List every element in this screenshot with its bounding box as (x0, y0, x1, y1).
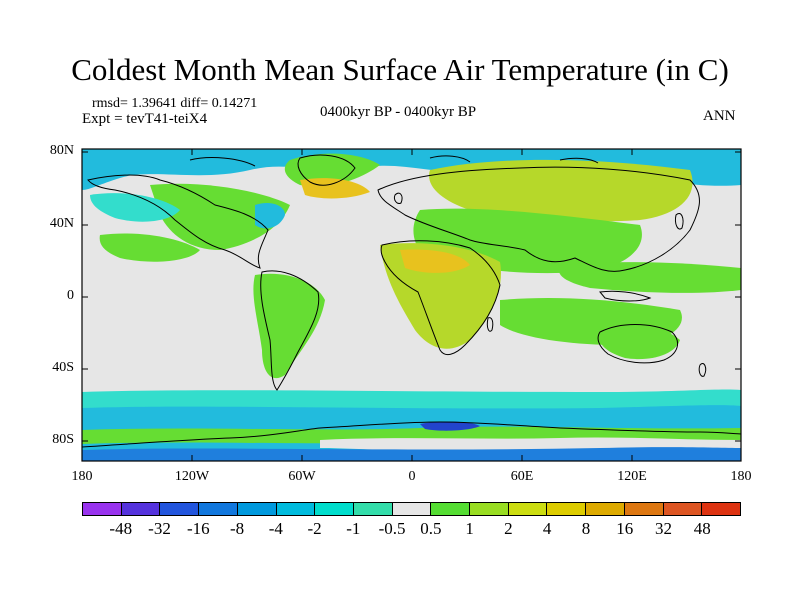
colorbar-swatch (431, 503, 471, 515)
coast-indonesia (599, 290, 652, 302)
season-label: ANN (703, 108, 736, 124)
field-arctic-green (284, 153, 380, 187)
lon-label-180w: 180 (71, 469, 93, 484)
colorbar-swatch (160, 503, 200, 515)
chart-title: Coldest Month Mean Surface Air Temperatu… (71, 52, 729, 87)
lon-label-60e: 60E (510, 469, 534, 484)
colorbar-swatch (199, 503, 238, 515)
colorbar-label: -8 (229, 519, 245, 538)
colorbar (82, 502, 741, 516)
lon-label-0: 0 (408, 469, 416, 484)
colorbar-swatch (276, 503, 316, 515)
coast-antarctica (82, 421, 741, 448)
colorbar-swatch (624, 503, 664, 515)
field-europe-mid (300, 178, 370, 199)
colorbar-label: 2 (504, 519, 513, 538)
coast-south-america (260, 270, 320, 391)
colorbar-swatch (121, 503, 161, 515)
colorbar-swatch (547, 503, 587, 515)
lat-label-80s: 80S (52, 432, 74, 447)
colorbar-swatch (83, 503, 122, 515)
field-sahara-hot (400, 249, 470, 273)
colorbar-label: 1 (465, 519, 474, 538)
coast-greenland (297, 154, 356, 186)
field-east-pacific (99, 233, 200, 262)
colorbar-label: -1 (346, 519, 361, 538)
field-antarctic-deep (82, 447, 741, 461)
colorbar-swatch (353, 503, 393, 515)
colorbar-swatch (237, 503, 277, 515)
lon-label-180e: 180 (730, 469, 752, 484)
colorbar-label: 32 (654, 519, 672, 538)
stats-text: rmsd= 1.39641 diff= 0.14271 (92, 96, 258, 111)
colorbar-label: 16 (616, 519, 634, 538)
field-pacific-teal (90, 193, 180, 222)
coast-north-america (87, 174, 269, 269)
coast-australia (597, 324, 679, 364)
field-arctic-blue (82, 149, 741, 190)
coast-japan (675, 213, 684, 230)
lat-label-40s: 40S (52, 360, 74, 375)
colorbar-label: 4 (542, 519, 552, 538)
colorbar-swatch (702, 503, 740, 515)
colorbar-label: -16 (186, 519, 210, 538)
colorbar-label: -48 (109, 519, 133, 538)
colorbar-swatch (392, 503, 432, 515)
colorbar-label: -4 (268, 519, 283, 538)
experiment-label: Expt = tevT41-teiX4 (82, 111, 208, 127)
coast-uk (394, 192, 403, 204)
field-australia (598, 325, 680, 360)
field-siberia-green (429, 159, 693, 222)
coast-arctic-islands (189, 155, 599, 167)
lat-label-0: 0 (67, 288, 74, 303)
coast-new-zealand (698, 362, 707, 377)
lon-label-120e: 120E (617, 469, 647, 484)
colorbar-label: 48 (693, 519, 711, 538)
field-atlantic-blue (255, 203, 285, 229)
lat-label-40n: 40N (49, 216, 74, 231)
field-antarctic-strong (420, 421, 480, 431)
colorbar-label: -32 (148, 519, 171, 538)
period-label: 0400kyr BP - 0400kyr BP (320, 104, 477, 120)
field-north-america (150, 183, 290, 250)
colorbar-swatch (315, 503, 354, 515)
coast-eurasia (377, 166, 700, 272)
colorbar-label: 0.5 (420, 519, 442, 538)
colorbar-label: -0.5 (378, 519, 406, 538)
colorbar-label: -2 (307, 519, 322, 538)
colorbar-swatch (508, 503, 548, 515)
colorbar-swatch (663, 503, 703, 515)
lon-label-60w: 60W (288, 469, 316, 484)
lon-label-120w: 120W (174, 469, 210, 484)
coast-madagascar (486, 317, 494, 332)
colorbar-label: 8 (581, 519, 591, 538)
colorbar-swatch (586, 503, 625, 515)
lat-label-80n: 80N (49, 143, 74, 158)
colorbar-swatch (470, 503, 509, 515)
coast-africa (380, 240, 501, 356)
